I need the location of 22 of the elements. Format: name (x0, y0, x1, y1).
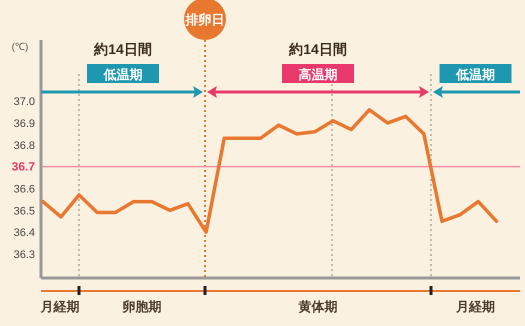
annotation: 約14日間 (288, 41, 347, 57)
y-tick-label: 36.8 (14, 140, 35, 152)
y-tick-label: 36.7 (12, 160, 36, 174)
y-tick-label: 36.4 (14, 227, 35, 240)
period-label: 低温期 (87, 64, 159, 83)
annotation: 低温期 (102, 67, 142, 82)
y-tick-label: 36.6 (14, 183, 35, 196)
annotation: 高温期 (298, 67, 338, 82)
text: 黄体期 (298, 299, 338, 314)
period-label: 低温期 (440, 64, 512, 83)
text: 卵胞期 (122, 299, 162, 314)
text: 月経期 (40, 299, 80, 314)
y-tick-label: 36.9 (14, 118, 35, 130)
y-tick-label: 36.3 (14, 248, 35, 261)
text: 月経期 (455, 299, 495, 314)
y-tick-label: 37.0 (14, 96, 35, 108)
y-tick-label: 36.5 (14, 205, 35, 218)
period-label: 高温期 (282, 64, 354, 83)
y-axis-title: (℃) (12, 42, 28, 53)
annotation: 約14日間 (93, 41, 152, 57)
annotation: 低温期 (455, 67, 495, 82)
ovulation-badge: 排卵日 (184, 0, 226, 40)
